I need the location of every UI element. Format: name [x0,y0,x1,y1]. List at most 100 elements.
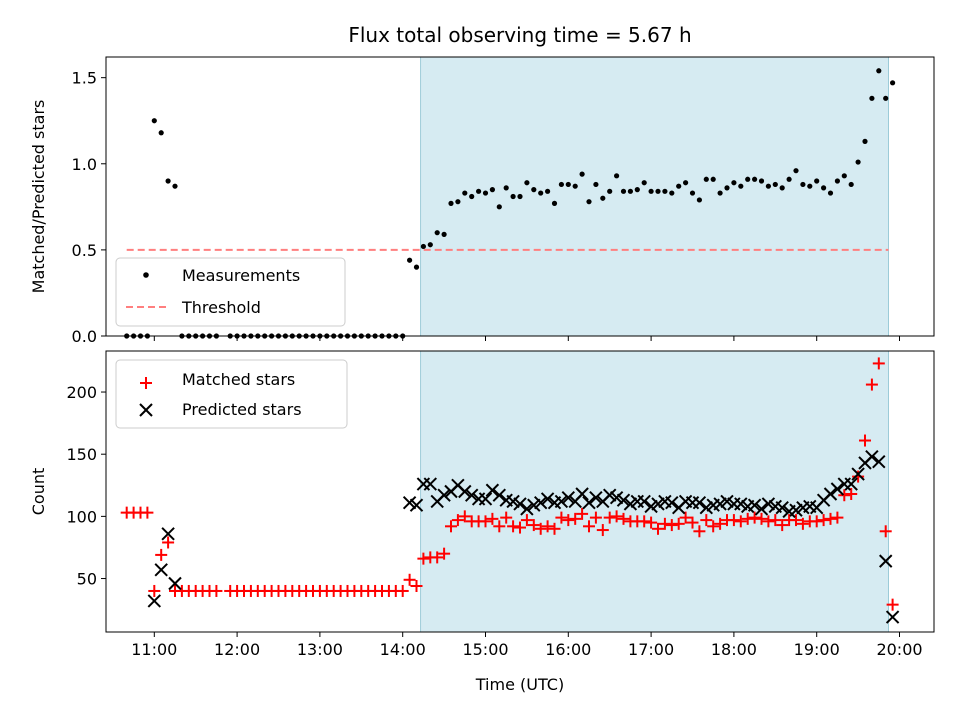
measurement-point [565,181,571,188]
measurement-point [434,230,440,236]
measurement-point [165,178,171,184]
legend-predicted-marker [139,403,153,417]
top-plot-frame [105,56,935,337]
matched-star-point [445,520,457,533]
measurement-point [648,188,654,194]
measurement-point [841,173,847,179]
predicted-star-point [464,488,479,502]
predicted-star-point [823,487,838,501]
matched-star-point [762,515,775,528]
measurement-point [551,200,558,206]
y-tick-label: 50 [77,570,97,589]
measurement-point [696,197,703,203]
measurement-point [407,257,413,263]
legend-measurements-marker [143,272,149,278]
matched-star-point [824,512,837,525]
predicted-star-point [775,500,789,515]
measurement-point [441,231,447,237]
measurement-point [883,95,889,101]
predicted-star-point [485,483,500,497]
predicted-star-point [458,484,472,499]
matched-star-point [852,470,865,483]
matched-star-point [548,522,561,535]
top-legend-box [115,257,346,327]
measurement-point [413,264,420,270]
measurement-point [172,183,178,189]
y-tick-label: 150 [66,445,97,464]
bottom-shaded-region [420,350,889,633]
measurement-point [448,200,454,206]
measurement-point [876,68,882,74]
matched-star-point [555,511,568,524]
measurement-point [827,190,834,196]
matched-star-point [155,548,168,561]
matched-star-point [500,511,513,524]
predicted-star-point [692,495,707,510]
matched-star-point [458,510,471,523]
matched-star-point [755,512,768,525]
matched-star-point [451,514,464,527]
y-tick-label: 0.5 [72,241,97,260]
measurement-point [496,204,502,210]
top-shaded-region [420,56,889,337]
matched-star-point [790,514,802,527]
predicted-star-point [423,477,438,491]
matched-star-point [562,514,575,527]
bottom-x-ticks: 11:00 12:00 13:00 14:00 15:00 16:00 17:00 18:00… [131,632,923,659]
measurement-point [814,178,820,184]
matched-star-point [776,519,789,532]
matched-star-point [686,516,699,529]
matched-star-point [665,519,678,532]
measurement-point [593,181,599,188]
predicted-star-point [589,491,603,505]
measurement-point [703,176,709,182]
matched-star-point [865,378,878,391]
matched-star-point [541,520,554,533]
matched-star-point [148,584,161,597]
predicted-star-point [409,498,424,512]
matched-star-point [162,536,175,549]
matched-star-point [886,598,899,611]
predicted-star-point [830,482,845,496]
predicted-star-point [885,610,900,624]
measurement-point [614,173,620,179]
measurement-point [800,181,806,188]
matched-star-point [817,514,830,527]
measurement-point [586,199,592,205]
measurement-point [689,190,696,196]
measurement-point [821,185,827,191]
predicted-star-point [754,502,769,516]
legend-matched-label: Matched stars [182,370,295,389]
predicted-star-point [844,477,858,491]
y-tick-label: 200 [66,383,97,402]
top-legend: Measurements Threshold [115,257,346,327]
measurement-point [772,181,778,188]
matched-star-point [403,573,416,586]
measurement-point [758,178,765,184]
matched-star-point [879,525,892,538]
chart-title: Flux total observing time = 5.67 h [348,23,691,47]
measurement-point [834,178,841,184]
predicted-star-point [437,488,451,502]
predicted-star-point [540,492,555,506]
predicted-star-point [492,488,507,502]
matched-star-point [141,506,154,519]
matched-star-point [479,515,492,528]
matched-star-point [714,517,727,530]
matched-star-point [210,584,223,597]
measurement-point [745,176,751,182]
matched-star-point [769,514,782,527]
x-tick-label: 18:00 [711,640,757,659]
y-tick-label: 1.0 [72,155,97,174]
predicted-star-point [533,495,548,510]
matched-star-point [493,520,506,533]
measurement-point [600,195,606,201]
matched-star-point [693,525,706,538]
predicted-star-point [878,554,893,568]
predicted-star-point [554,494,569,509]
predicted-star-point [865,449,879,464]
matched-star-point [603,511,616,524]
matched-star-point [396,584,409,597]
matched-star-point [507,520,520,533]
